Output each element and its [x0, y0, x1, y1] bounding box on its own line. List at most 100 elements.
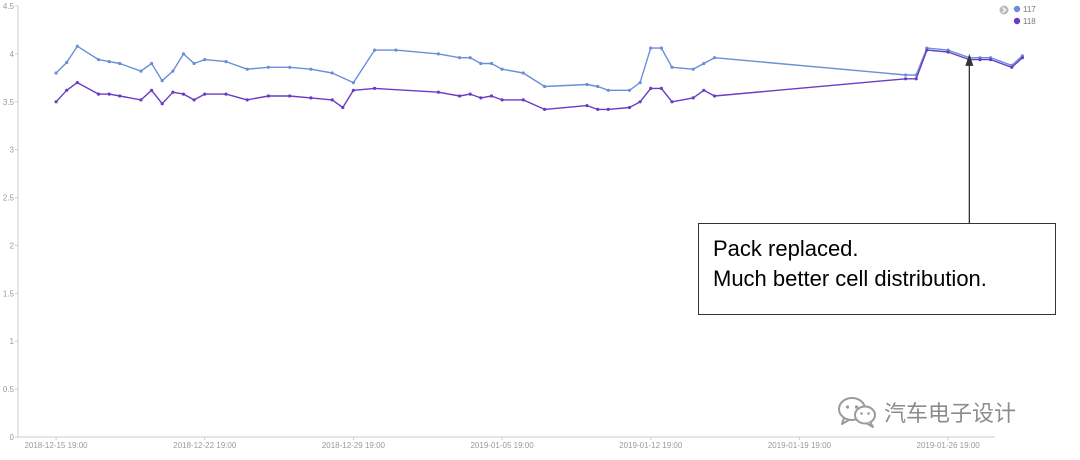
data-point-118 — [638, 100, 642, 104]
annotation-arrowhead — [965, 53, 974, 66]
data-point-117 — [171, 69, 175, 73]
data-point-117 — [288, 65, 292, 69]
data-point-118 — [659, 86, 664, 90]
data-point-118 — [904, 77, 908, 81]
x-tick-label: 2019-01-12 19:00 — [619, 441, 683, 450]
series-line-117 — [55, 45, 1023, 92]
x-tick-label: 2018-12-22 19:00 — [173, 441, 237, 450]
data-point-117 — [458, 56, 462, 60]
data-point-118 — [596, 107, 600, 111]
x-tick-labels: 2018-12-15 19:00 2018-12-22 19:00 2018-12-… — [24, 441, 980, 450]
data-point-118 — [118, 94, 122, 98]
data-point-117 — [702, 61, 706, 66]
data-point-117 — [139, 69, 143, 73]
data-point-118 — [627, 105, 632, 110]
data-point-118 — [468, 92, 472, 96]
data-point-117 — [192, 61, 196, 66]
data-point-117 — [54, 71, 58, 75]
data-point-117 — [65, 60, 69, 65]
data-point-118 — [341, 105, 345, 110]
data-point-118 — [500, 98, 504, 102]
data-point-118 — [351, 88, 355, 92]
data-point-117 — [373, 48, 377, 52]
data-point-118 — [150, 88, 154, 92]
data-point-117 — [160, 79, 164, 83]
data-point-117 — [670, 65, 674, 69]
data-point-117 — [436, 52, 440, 56]
data-point-118 — [436, 90, 440, 94]
annotation-box: Pack replaced. Much better cell distribu… — [698, 223, 1056, 315]
x-tick-label: 2019-01-26 19:00 — [917, 441, 981, 450]
data-point-117 — [468, 56, 472, 60]
data-point-118 — [65, 88, 69, 92]
data-point-118 — [585, 104, 589, 108]
y-tick-label: 2.5 — [3, 194, 15, 203]
data-point-117 — [266, 65, 270, 69]
data-point-118 — [245, 98, 249, 102]
data-point-118 — [224, 92, 228, 96]
data-point-117 — [107, 60, 111, 64]
legend-label-118: 118 — [1023, 17, 1036, 26]
data-point-118 — [288, 94, 292, 98]
y-tick-label: 1.5 — [3, 289, 15, 298]
x-tick-label: 2019-01-19 19:00 — [768, 441, 832, 450]
data-point-117 — [224, 60, 228, 64]
data-point-117 — [150, 61, 154, 66]
data-point-118 — [606, 107, 610, 111]
data-point-117 — [712, 56, 717, 60]
data-point-117 — [521, 71, 525, 75]
annotation-line-1: Pack replaced. — [713, 236, 859, 261]
y-tick-label: 4.5 — [3, 2, 15, 11]
x-tick-label: 2018-12-29 19:00 — [322, 441, 386, 450]
data-point-118 — [670, 100, 674, 104]
data-point-117 — [489, 61, 494, 66]
data-point-118 — [946, 50, 950, 54]
y-tick-label: 4 — [10, 50, 15, 59]
data-point-117 — [649, 46, 653, 50]
data-point-118 — [978, 58, 982, 62]
data-point-118 — [192, 98, 196, 102]
data-point-118 — [543, 107, 547, 111]
legend-label-117: 117 — [1023, 5, 1036, 14]
data-point-118 — [989, 58, 993, 62]
data-point-117 — [351, 81, 355, 85]
y-tick-label: 3 — [10, 146, 15, 155]
data-point-118 — [309, 96, 313, 100]
series-layer — [54, 44, 1024, 111]
data-point-117 — [659, 46, 664, 50]
data-point-117 — [543, 84, 547, 89]
data-point-117 — [500, 67, 504, 71]
data-point-118 — [925, 48, 929, 52]
data-point-117 — [203, 58, 207, 62]
data-point-118 — [75, 81, 79, 85]
y-tick-label: 0 — [10, 433, 15, 442]
data-point-118 — [479, 96, 483, 100]
x-tick-label: 2018-12-15 19:00 — [24, 441, 88, 450]
data-point-117 — [627, 88, 632, 92]
data-point-117 — [638, 81, 642, 85]
axes — [15, 5, 995, 440]
y-tick-labels: 0 0.5 1 1.5 2 2.5 3 3.5 4 4.5 — [3, 2, 15, 442]
data-point-118 — [521, 98, 525, 102]
data-point-117 — [691, 67, 695, 71]
data-point-117 — [904, 73, 908, 77]
data-point-118 — [203, 92, 207, 96]
data-point-117 — [596, 84, 600, 89]
data-point-118 — [649, 86, 653, 90]
data-point-117 — [96, 58, 101, 62]
data-point-118 — [181, 92, 186, 96]
y-tick-label: 3.5 — [3, 98, 15, 107]
data-point-118 — [702, 88, 706, 92]
data-point-118 — [1020, 56, 1024, 60]
data-point-118 — [1010, 65, 1014, 69]
data-point-118 — [330, 98, 334, 102]
data-point-118 — [266, 94, 270, 98]
data-point-118 — [171, 90, 175, 94]
data-point-118 — [489, 94, 494, 98]
data-point-117 — [479, 61, 483, 66]
data-point-117 — [394, 48, 398, 52]
watermark-text: 汽车电子设计 — [884, 402, 1017, 427]
data-point-118 — [160, 102, 164, 106]
legend-marker-118 — [1013, 17, 1021, 25]
